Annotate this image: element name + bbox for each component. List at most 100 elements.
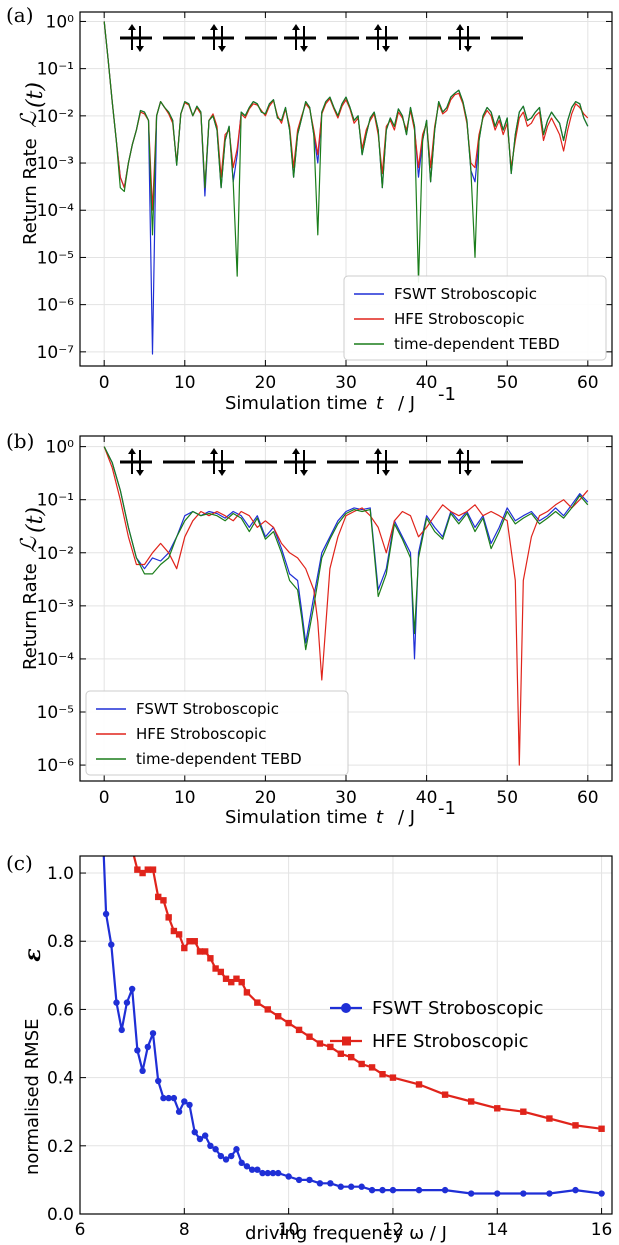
data-point [248,1166,256,1173]
data-point [269,1169,277,1177]
y-tick-label: 0.6 [47,1000,74,1020]
x-tick-label: 50 [496,373,518,393]
data-point [228,1152,235,1160]
series-line-1 [103,446,589,660]
panel-b-ylabel: Return Rate ℒ (t) [17,507,48,670]
data-point [196,1135,204,1143]
y-tick-label: 10⁻³ [37,597,74,617]
y-tick-label: 10⁻⁶ [37,296,75,316]
data-point [358,1060,365,1068]
data-point [238,978,245,986]
panel-a-ylabel: Return Rate ℒ (t) [17,82,48,245]
data-point [379,1071,386,1078]
data-point [467,1098,475,1105]
doubly-occupied-site [284,448,316,476]
data-point [264,1169,271,1177]
data-point [128,985,136,993]
data-point [306,1176,313,1184]
panel-a-lines [103,21,589,355]
data-point [295,1176,303,1184]
doubly-occupied-site [448,448,480,476]
y-tick-label: 10⁻⁶ [37,756,75,776]
y-tick-label: 0.2 [47,1137,74,1157]
panel-a: (a) 0 10 20 30 40 50 60 10⁰ 10⁻¹ 10⁻² 10⁻³ 10⁻⁴ 10⁻⁵… [6,3,613,414]
series-line-2 [103,446,589,766]
data-point [264,1006,271,1013]
panel-a-legend: FSWT Stroboscopic HFE Stroboscopic time-de… [343,275,607,361]
data-point [134,866,141,873]
data-point [348,1053,355,1061]
panel-b-xlabel-var: t [376,807,384,828]
panel-c-grid [79,856,612,1215]
legend-box [343,275,607,361]
data-point [222,975,230,982]
y-tick-label: 10⁻⁵ [37,703,74,723]
y-tick-label: 10⁻³ [37,154,74,174]
panel-b-ysymbol-sub: (t) [23,507,48,533]
x-tick-label: 20 [255,373,277,393]
panel-a-label: (a) [6,3,34,27]
panel-a-xlabel-var: t [376,393,384,414]
data-point [259,1169,266,1177]
series-2 [129,846,605,1132]
panel-a-xlabel-text: Simulation time [225,393,367,414]
data-point [285,1173,292,1180]
data-point [337,1050,344,1057]
data-point [175,1108,183,1115]
data-point [327,1043,334,1051]
data-point [243,1163,251,1170]
data-point [306,1033,313,1040]
panel-b-lines [103,446,589,766]
panel-c-ylabel: normalised RMSE ε [20,948,46,1175]
data-point [316,1180,324,1187]
doubly-occupied-site [448,24,480,52]
data-point [572,1122,579,1129]
data-point [139,1067,146,1075]
legend-label: HFE Stroboscopic [394,310,524,328]
doubly-occupied-site [202,448,234,476]
data-point [274,1169,282,1177]
data-point [415,1186,423,1194]
x-tick-label: 60 [577,373,599,393]
y-tick-label: 10⁻² [37,544,74,564]
panel-b-ysymbol: ℒ [17,536,42,553]
data-point [186,1101,193,1109]
panel-b-xlabel: Simulation time t / J -1 [225,798,456,828]
data-point [254,1166,261,1173]
y-tick-label: 10⁻⁴ [37,201,75,221]
data-point [212,1146,219,1153]
data-point [572,1186,579,1194]
x-tick-label: 20 [255,788,277,808]
data-point [149,866,157,873]
data-point [598,1190,605,1197]
data-point [207,1142,214,1150]
data-point [201,1132,209,1139]
panel-a-ysymbol-sub: (t) [23,82,48,108]
data-point [108,941,115,948]
x-tick-label: 50 [496,788,518,808]
panel-c-frame [79,855,613,1215]
panel-a-ysymbol: ℒ [17,111,42,128]
panel-c-xlabel: driving frequency ω / J [245,1223,447,1244]
data-point [196,948,204,955]
data-point [337,1183,344,1190]
data-point [520,1190,527,1197]
data-point [113,999,120,1006]
series-line-3 [103,21,589,283]
y-tick-label: 10⁻² [37,107,74,127]
x-tick-label: 0 [99,788,110,808]
y-tick-label: 0.4 [47,1069,74,1089]
panel-b-electron-configuration [120,448,523,476]
data-point [379,1186,386,1194]
data-point [123,999,131,1006]
data-point [102,910,110,918]
y-tick-label: 1.0 [47,864,74,884]
data-point [129,846,135,852]
x-tick-label: 60 [577,788,599,808]
panel-b-label: (b) [6,429,34,453]
panel-b: (b) 0 10 20 30 40 50 60 10⁰ 10⁻¹ 10⁻² 10⁻³ 10⁻⁴ 10⁻⁵… [6,429,613,828]
data-point [467,1190,475,1197]
data-point [598,1125,605,1132]
x-tick-label: 40 [416,373,438,393]
